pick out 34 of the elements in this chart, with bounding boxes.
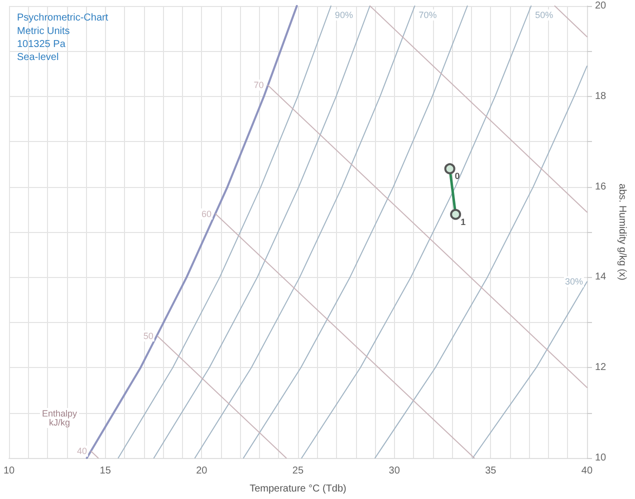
- y-tick-label: 18: [594, 90, 607, 102]
- y-tick-label: 20: [594, 0, 607, 12]
- series-label: 50: [143, 330, 154, 341]
- series-label: 90%: [334, 10, 353, 20]
- text: Metric Units 101325 Pa Sea-level: [17, 26, 70, 63]
- x-tick-label: 25: [292, 466, 304, 476]
- x-tick-label: 35: [485, 466, 497, 476]
- x-tick-label: 40: [581, 466, 593, 476]
- y-tick-label: 16: [594, 181, 607, 192]
- annotation: Enthalpy kJ/kg: [42, 408, 78, 428]
- y-tick-label: 10: [594, 452, 607, 464]
- annotation: 1: [460, 216, 466, 227]
- series-label: 70: [254, 80, 264, 90]
- line-series: [153, 6, 370, 458]
- line-series: [242, 6, 468, 458]
- line-series: [194, 6, 416, 458]
- x-tick-label: 10: [3, 466, 15, 476]
- x-tick-label: 30: [388, 466, 400, 476]
- series-label: 70%: [418, 10, 437, 20]
- x-axis-title: Temperature °C (Tdb): [250, 484, 346, 494]
- line-series: [301, 6, 532, 458]
- series-label: 50%: [535, 10, 554, 20]
- text: Psychrometric-Chart: [17, 12, 108, 24]
- y-axis-title: abs. Humidity g/kg (x): [616, 184, 628, 280]
- y-tick-label: 14: [594, 272, 607, 283]
- series-label: 40: [77, 446, 88, 456]
- x-tick-label: 20: [196, 466, 208, 476]
- series-label: 30%: [564, 276, 583, 287]
- line-series: [374, 66, 588, 458]
- x-tick-label: 15: [100, 466, 112, 476]
- y-tick-label: 12: [594, 362, 607, 374]
- annotation: 0: [454, 171, 460, 182]
- line-series: [118, 6, 332, 458]
- series-label: 60: [202, 208, 212, 219]
